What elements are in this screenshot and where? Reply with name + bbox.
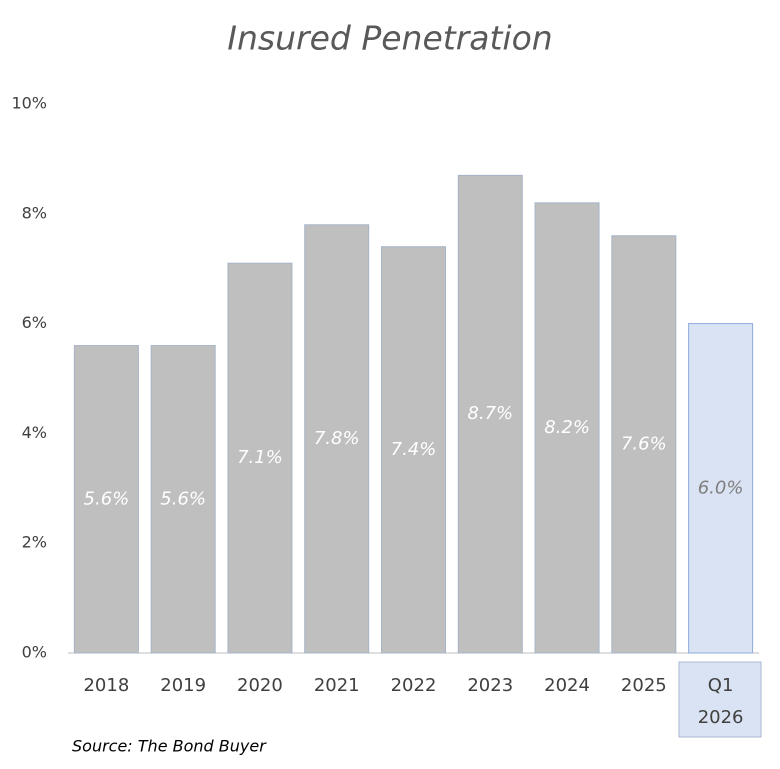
- x-tick-label: 2019: [160, 675, 207, 696]
- bar: [534, 202, 600, 654]
- bar: [688, 323, 754, 654]
- x-tick-label: 2018: [83, 675, 130, 696]
- x-tick-label: Q1 2026: [697, 675, 744, 728]
- value-label: 8.7%: [467, 403, 513, 424]
- bar: [227, 262, 293, 654]
- x-tick-label: 2021: [313, 675, 360, 696]
- source: Source: The Bond Buyer: [72, 737, 267, 756]
- highlight-box: [678, 661, 762, 738]
- value-label: 5.6%: [84, 488, 130, 509]
- y-tick-label: 0%: [22, 643, 47, 662]
- y-tick-label: 4%: [22, 423, 47, 442]
- bar: [73, 345, 139, 654]
- x-tick-label: 2025: [620, 675, 667, 696]
- value-label: 8.2%: [544, 417, 590, 438]
- value-label: 7.6%: [621, 433, 667, 454]
- bar: [457, 174, 523, 654]
- y-tick-label: 2%: [22, 533, 47, 552]
- bar: [381, 246, 446, 654]
- x-tick-label: 2024: [544, 675, 590, 696]
- bar: [611, 235, 677, 654]
- value-label: 7.1%: [237, 447, 283, 468]
- x-tick-label: 2023: [467, 675, 514, 696]
- x-tick-label: 2022: [390, 675, 437, 696]
- value-label: 7.8%: [314, 428, 360, 449]
- bar: [150, 345, 216, 654]
- y-tick-label: 10%: [11, 94, 47, 113]
- value-label: 7.4%: [391, 439, 437, 460]
- value-label: 6.0%: [698, 477, 744, 498]
- x-tick-label: 2020: [237, 675, 283, 696]
- chart-title: Insured Penetration: [227, 19, 552, 58]
- bar: [304, 224, 370, 654]
- y-tick-label: 8%: [22, 203, 47, 222]
- y-tick-label: 6%: [22, 313, 47, 332]
- value-label: 5.6%: [160, 488, 206, 509]
